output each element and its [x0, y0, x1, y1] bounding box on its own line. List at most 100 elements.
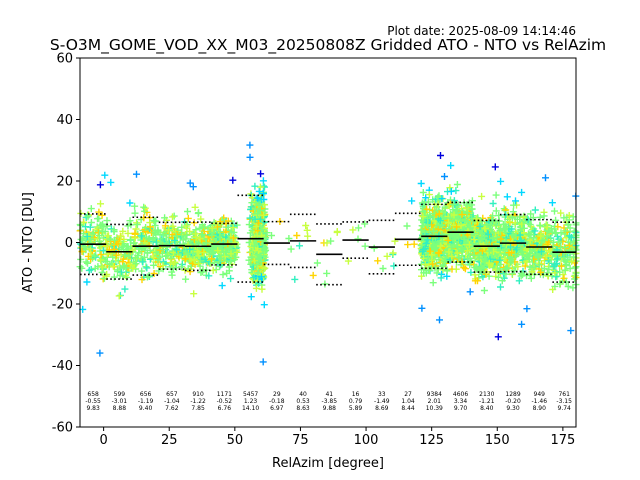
scatter-point [566, 241, 573, 249]
scatter-point [143, 273, 151, 281]
scatter-point [453, 243, 461, 251]
scatter-point [189, 183, 197, 191]
x-tick-label: 175 [550, 433, 575, 448]
scatter-point [417, 180, 425, 187]
scatter-point [183, 231, 191, 239]
scatter-point [230, 234, 237, 242]
scatter-point [200, 249, 208, 257]
scatter-point [501, 226, 509, 234]
scatter-point [107, 178, 115, 186]
scatter-point [498, 231, 506, 239]
x-tick-label: 100 [354, 433, 379, 448]
scatter-point [453, 249, 461, 257]
scatter-point [253, 261, 261, 268]
scatter-point [132, 225, 140, 233]
scatter-point [564, 221, 572, 229]
scatter-point [252, 223, 260, 231]
x-tick-label: 75 [292, 433, 309, 448]
y-tick-label: 20 [56, 175, 73, 190]
scatter-point [195, 260, 202, 268]
scatter-point [424, 236, 432, 244]
scatter-point [223, 269, 231, 277]
scatter-point [141, 246, 149, 254]
scatter-point [112, 251, 120, 259]
y-tick-label: -20 [52, 298, 73, 313]
scatter-point [196, 235, 204, 242]
scatter-point [473, 215, 481, 223]
bin-stat-label: -0.55 [85, 398, 101, 405]
scatter-point [116, 272, 124, 280]
bin-stat-label: 4606 [453, 391, 468, 398]
scatter-point [435, 221, 443, 229]
scatter-point [217, 254, 225, 262]
scatter-point [92, 253, 100, 261]
scatter-point [197, 269, 205, 276]
scatter-point [510, 201, 518, 209]
y-tick-label: -60 [52, 421, 73, 436]
scatter-point [159, 245, 167, 253]
scatter-point [525, 253, 533, 261]
scatter-point [448, 253, 456, 261]
scatter-point [523, 305, 531, 313]
scatter-point [193, 248, 201, 256]
scatter-point [478, 248, 486, 256]
scatter-point [481, 255, 489, 263]
bin-stat-label: 33 [378, 391, 386, 398]
scatter-point [94, 215, 101, 223]
scatter-point [552, 216, 560, 224]
scatter-point [536, 221, 544, 229]
bin-stat-label: 9.88 [323, 405, 337, 412]
scatter-point [151, 218, 159, 225]
scatter-point [91, 252, 99, 260]
scatter-point [441, 173, 448, 180]
scatter-point [535, 259, 543, 267]
scatter-point [303, 226, 311, 234]
scatter-point [557, 209, 565, 217]
scatter-point [110, 226, 118, 234]
scatter-point [87, 266, 95, 273]
scatter-point [248, 199, 256, 207]
scatter-point [542, 174, 549, 182]
bin-stat-label: 657 [166, 391, 178, 398]
scatter-point [429, 206, 437, 214]
bin-stat-label: 656 [140, 391, 152, 398]
scatter-point [87, 239, 95, 247]
scatter-point [533, 251, 540, 259]
scatter-point [169, 222, 177, 230]
scatter-point [453, 223, 461, 231]
scatter-point [439, 211, 447, 219]
bin-stat-label: -1.21 [479, 398, 495, 405]
scatter-point [252, 236, 260, 244]
scatter-point [419, 247, 427, 255]
scatter-point [109, 262, 117, 270]
scatter-point [526, 249, 534, 257]
scatter-point [262, 246, 270, 254]
scatter-point [82, 223, 89, 231]
scatter-point [192, 233, 200, 241]
scatter-point [156, 253, 164, 261]
scatter-point [250, 242, 258, 250]
scatter-point [258, 285, 266, 293]
scatter-point [383, 252, 391, 260]
scatter-point [83, 278, 91, 286]
bin-stat-label: -3.15 [556, 398, 572, 405]
scatter-point [548, 199, 556, 207]
scatter-point [537, 248, 545, 256]
scatter-point [560, 253, 568, 261]
scatter-point [426, 247, 434, 255]
scatter-point [138, 267, 146, 275]
scatter-point [103, 258, 111, 266]
scatter-point [114, 266, 122, 274]
bin-stat-label: -1.19 [138, 398, 154, 405]
scatter-point [567, 238, 575, 246]
scatter-point [458, 244, 466, 252]
scatter-point [78, 264, 86, 272]
scatter-point [537, 232, 545, 240]
scatter-point [569, 284, 577, 292]
scatter-point [195, 252, 203, 260]
scatter-point [313, 259, 321, 267]
scatter-point [171, 236, 179, 244]
scatter-point [218, 282, 226, 290]
scatter-point [466, 288, 474, 296]
scatter-point [492, 218, 500, 225]
